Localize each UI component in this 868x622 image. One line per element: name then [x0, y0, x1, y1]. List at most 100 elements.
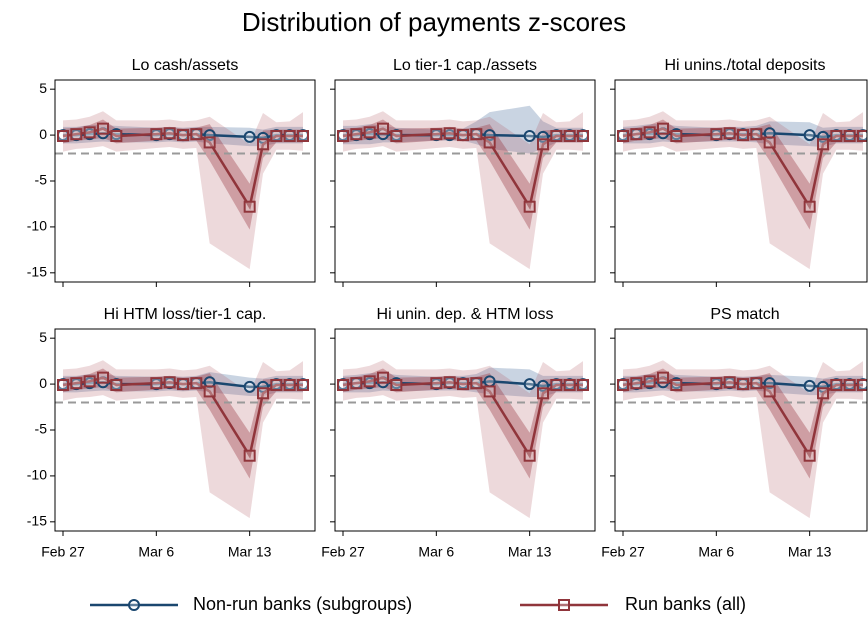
marker — [443, 127, 456, 140]
x-tick-label: Feb 27 — [41, 544, 85, 560]
ci-band — [343, 119, 583, 230]
marker — [483, 136, 496, 149]
marker — [577, 130, 589, 143]
legend-marker — [558, 599, 570, 611]
marker — [803, 449, 816, 462]
ci-band — [623, 368, 863, 479]
marker — [563, 379, 576, 392]
marker — [857, 130, 867, 143]
marker — [523, 130, 536, 143]
marker — [457, 129, 469, 142]
marker — [243, 130, 256, 143]
marker — [57, 130, 69, 143]
marker — [350, 128, 363, 141]
marker — [550, 130, 563, 143]
marker — [283, 379, 296, 392]
panel-title: Lo cash/assets — [132, 57, 239, 74]
x-tick-label: Mar 13 — [788, 544, 832, 560]
marker — [243, 449, 256, 462]
marker — [843, 379, 856, 392]
marker — [630, 128, 643, 141]
marker — [843, 130, 856, 143]
marker — [803, 200, 816, 213]
y-tick-label: -15 — [27, 513, 47, 529]
marker — [763, 136, 776, 149]
marker — [563, 130, 576, 143]
panel-frame — [54, 328, 316, 532]
marker — [150, 377, 163, 390]
marker — [257, 138, 269, 151]
marker — [203, 385, 216, 398]
panel-title: Hi HTM loss/tier-1 cap. — [104, 306, 267, 323]
panel-title: Hi unin. dep. & HTM loss — [377, 306, 554, 323]
legend-label: Run banks (all) — [625, 594, 746, 614]
marker — [70, 128, 83, 141]
marker — [523, 378, 536, 391]
x-tick-label: Feb 27 — [601, 544, 645, 560]
x-tick-label: Mar 13 — [508, 544, 552, 560]
marker — [737, 378, 749, 391]
marker — [803, 379, 816, 392]
marker — [430, 377, 443, 390]
marker — [337, 379, 349, 392]
marker — [537, 138, 549, 151]
ci-band — [63, 119, 303, 230]
marker — [57, 379, 69, 392]
marker — [483, 385, 496, 398]
marker — [617, 130, 629, 143]
marker — [337, 130, 349, 143]
x-tick-label: Mar 6 — [698, 544, 734, 560]
ci-band — [63, 360, 303, 519]
ci-band — [623, 360, 863, 519]
marker — [270, 379, 283, 392]
marker — [723, 127, 736, 140]
marker — [177, 129, 189, 142]
marker — [83, 126, 96, 139]
marker — [750, 128, 763, 141]
marker — [97, 371, 109, 384]
y-tick-label: -5 — [35, 172, 48, 188]
ci-band — [343, 368, 583, 479]
x-tick-label: Mar 13 — [228, 544, 272, 560]
marker — [523, 200, 536, 213]
marker — [750, 377, 763, 390]
marker — [817, 138, 829, 151]
panel-frame — [334, 328, 596, 532]
marker — [523, 449, 536, 462]
y-tick-label: -15 — [27, 264, 47, 280]
marker — [83, 375, 96, 388]
plot-area — [335, 360, 595, 519]
marker — [97, 122, 109, 135]
marker — [643, 126, 656, 139]
marker — [110, 379, 123, 392]
marker — [470, 377, 483, 390]
marker — [390, 379, 403, 392]
y-tick-label: 5 — [39, 329, 47, 345]
ci-band — [623, 119, 863, 230]
marker — [243, 200, 256, 213]
y-tick-label: 5 — [39, 80, 47, 96]
marker — [243, 380, 256, 393]
marker — [830, 130, 843, 143]
plot-area — [55, 111, 315, 270]
marker — [297, 130, 309, 143]
x-tick-label: Feb 27 — [321, 544, 365, 560]
panel-frame — [614, 328, 868, 532]
marker — [657, 122, 669, 135]
marker — [190, 377, 203, 390]
marker — [857, 379, 867, 392]
marker — [163, 127, 176, 140]
panel-frame — [334, 79, 596, 283]
marker — [657, 371, 669, 384]
marker — [203, 136, 216, 149]
panel-frame — [54, 79, 316, 283]
marker — [297, 379, 309, 392]
marker — [710, 128, 723, 141]
y-tick-label: -5 — [35, 421, 48, 437]
panel-title: Hi unins./total deposits — [665, 57, 826, 74]
plot-area — [335, 105, 595, 270]
marker — [723, 376, 736, 389]
ci-band — [343, 360, 583, 519]
ci-band — [63, 368, 303, 479]
